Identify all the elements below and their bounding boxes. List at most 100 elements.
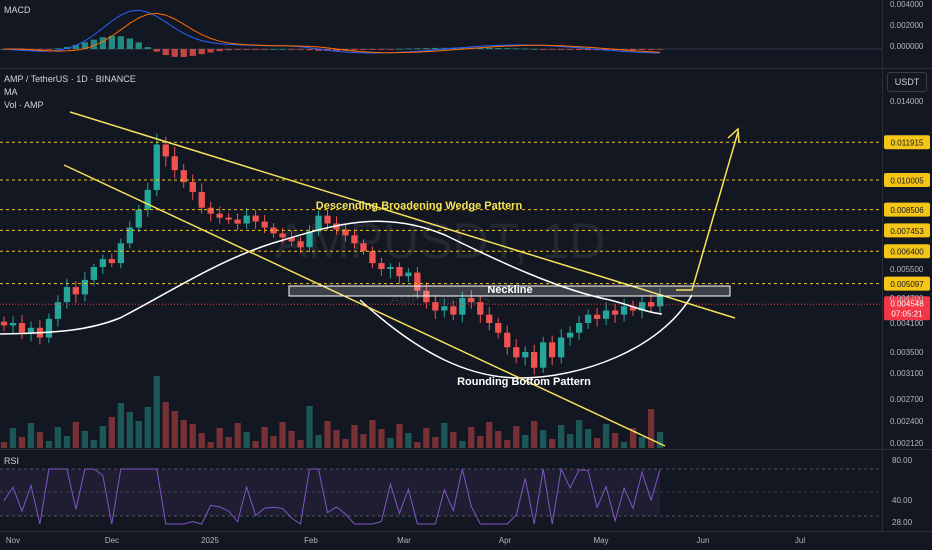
countdown-text: 07:05:21 [891, 309, 923, 318]
candle-body [315, 215, 322, 232]
rounding-bottom-label: Rounding Bottom Pattern [457, 376, 591, 388]
volume-bar [171, 411, 178, 448]
time-tick-label: Nov [6, 536, 20, 545]
volume-bar [207, 442, 214, 448]
candle-body [585, 314, 592, 323]
macd-histogram-bar [585, 49, 592, 51]
volume-bar [189, 424, 196, 448]
volume-bar [602, 424, 610, 448]
macd-histogram-bar [252, 49, 259, 50]
volume-bar [252, 441, 259, 448]
candle-body [531, 352, 538, 368]
price-tick-label: 0.002400 [890, 417, 924, 426]
candle-body [477, 302, 484, 315]
macd-indicator [0, 9, 882, 57]
candle-body [234, 219, 241, 224]
rsi-pane [0, 452, 882, 532]
macd-histogram-bar [504, 48, 511, 49]
macd-histogram-bar [207, 49, 214, 53]
price-tick-label: 0.002120 [890, 439, 924, 448]
macd-histogram-bar [405, 48, 412, 50]
candle-body [207, 207, 214, 214]
symbol-label[interactable]: AMP / TetherUS · 1D · BINANCE [4, 74, 136, 84]
volume-bar [297, 440, 304, 448]
rsi-tick-label: 80.00 [892, 456, 913, 465]
macd-histogram-bar [243, 49, 250, 50]
candlesticks [0, 133, 664, 375]
volume-bar [468, 427, 475, 448]
candle-body [153, 144, 160, 190]
volume-bar [90, 440, 97, 448]
price-tick-label: 0.002700 [890, 395, 924, 404]
macd-histogram-bar [234, 49, 241, 50]
price-tick-label: 0.004100 [890, 319, 924, 328]
candle-body [243, 215, 250, 224]
macd-tick-label: 0.004000 [890, 0, 924, 9]
volume-bar [378, 429, 385, 448]
volume-bar [486, 422, 493, 448]
macd-histogram-bar [270, 49, 277, 50]
macd-histogram-bar [63, 46, 71, 49]
volume-bar [225, 437, 232, 448]
volume-bar [9, 428, 17, 448]
macd-histogram-bar [18, 49, 26, 51]
volume-bar [638, 437, 646, 448]
rsi-label[interactable]: RSI [4, 456, 20, 466]
macd-histogram-bar [486, 47, 493, 49]
candle-body [629, 306, 637, 311]
volume-bar [611, 433, 619, 448]
candle-body [342, 229, 349, 236]
candle-body [18, 323, 26, 333]
macd-label: MACD [4, 5, 31, 15]
macd-histogram-bar [153, 49, 160, 52]
macd-histogram-bar [306, 49, 313, 51]
volume-label[interactable]: Vol · AMP [4, 100, 44, 110]
ma-label[interactable]: MA [4, 87, 18, 97]
candle-body [396, 267, 403, 277]
time-tick-label: Jul [795, 536, 805, 545]
candle-body [324, 215, 331, 224]
last-price-text: 0.004548 [890, 299, 924, 308]
rsi-line [3, 467, 661, 525]
macd-histogram-bar [576, 49, 583, 50]
volume-bar [108, 417, 115, 448]
macd-histogram-bar [369, 49, 376, 50]
volume-bar [27, 423, 35, 448]
candle-body [171, 156, 178, 171]
candle-body [620, 306, 628, 315]
candle-body [558, 337, 565, 358]
volume-bar [117, 403, 124, 448]
macd-histogram-bar [162, 49, 169, 56]
volume-bar [72, 422, 79, 448]
candle-body [450, 306, 457, 315]
macd-histogram-bar [225, 49, 232, 51]
volume-bar [656, 432, 664, 448]
axes: 0.014000 0.005500 0.004700 0.004100 0.003500… [6, 0, 924, 545]
candle-body [567, 332, 574, 338]
volume-bar [647, 409, 655, 448]
price-level-text: 0.006400 [890, 248, 924, 257]
volume-bar [585, 429, 592, 448]
currency-button[interactable]: USDT [887, 72, 927, 92]
candle-body [189, 182, 196, 192]
candle-body [279, 233, 286, 238]
macd-histogram-bar [36, 49, 44, 50]
macd-histogram-bar [108, 35, 115, 49]
volume-bar [270, 436, 277, 448]
price-level-tag [884, 244, 930, 259]
candle-body [414, 272, 421, 291]
time-tick-label: Feb [304, 536, 318, 545]
macd-signal-line [4, 12, 661, 54]
macd-histogram-bar [540, 49, 547, 50]
volume-bar [288, 431, 295, 448]
macd-histogram-bar [171, 49, 178, 57]
candle-body [27, 327, 35, 333]
neckline-zone[interactable] [288, 285, 731, 297]
candle-body [504, 332, 511, 348]
volume-bar [441, 423, 448, 448]
volume-bar [629, 428, 637, 448]
volume-bar [180, 420, 187, 448]
price-level-tag [884, 173, 930, 187]
volume-bar [45, 441, 53, 448]
